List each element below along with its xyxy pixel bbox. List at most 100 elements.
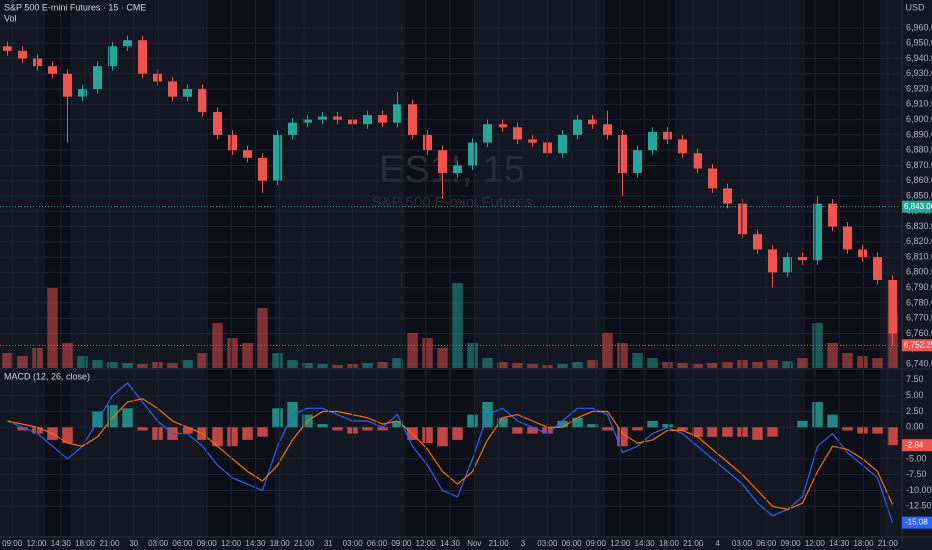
candle-body (453, 165, 462, 174)
candle-body (153, 73, 162, 82)
histogram-bar (32, 427, 43, 434)
x-tick-label: 06:00 (562, 539, 583, 548)
watermark: ES1!, 15 (379, 149, 525, 191)
x-tick-label: 09:00 (197, 539, 218, 548)
candle-body (303, 119, 312, 123)
x-tick-label: 03:00 (148, 539, 169, 548)
volume-bar (152, 362, 163, 368)
volume-bar (272, 353, 283, 368)
volume-bar (617, 343, 628, 368)
candle-body (888, 280, 897, 334)
candle-body (258, 157, 267, 181)
y-tick-label: 6,900.00 (906, 114, 932, 124)
candle-body (693, 153, 702, 169)
y-tick-label: 6,870.00 (906, 160, 932, 170)
histogram-bar (857, 427, 868, 434)
volume-bar (527, 364, 538, 368)
macd-tag (902, 516, 932, 529)
volume-bar (362, 363, 373, 368)
y-tick-label: -12.50 (906, 501, 932, 511)
volume-bar (17, 356, 28, 368)
histogram-bar (437, 427, 448, 447)
volume-title: Vol (4, 13, 17, 23)
histogram-bar (557, 420, 568, 428)
histogram-bar (92, 411, 103, 428)
candle-body (318, 116, 327, 120)
volume-bar (167, 363, 178, 368)
candle-body (33, 58, 42, 67)
candle-body (213, 111, 222, 135)
x-tick-label: 14:30 (829, 539, 850, 548)
y-tick-label: 6,740.00 (906, 358, 932, 368)
candle-body (183, 89, 192, 97)
y-tick-label: -10.00 (906, 485, 932, 495)
volume-bar (437, 348, 448, 368)
histogram-bar (362, 427, 373, 431)
candle-body (288, 122, 297, 135)
x-tick-label: 18:00 (270, 539, 291, 548)
x-tick-label: 21:00 (489, 539, 510, 548)
price-tag-label: 6,843.00 (904, 202, 932, 211)
y-tick-label: 6,800.00 (906, 267, 932, 277)
histogram-bar (257, 427, 268, 437)
candle-body (798, 257, 807, 261)
y-tick-label: 6,850.00 (906, 190, 932, 200)
y-tick-label: 6,830.00 (906, 221, 932, 231)
histogram-bar (317, 424, 328, 428)
y-tick-label: 5.00 (906, 390, 924, 400)
candle-body (243, 150, 252, 158)
candle-body (618, 134, 627, 174)
volume-bar (632, 353, 643, 368)
candle-body (498, 124, 507, 128)
volume-bar (32, 348, 43, 368)
candle-body (753, 234, 762, 250)
volume-bar (557, 364, 568, 368)
candle-body (378, 115, 387, 123)
volume-bar (92, 360, 103, 368)
x-tick-label: Nov (467, 539, 481, 548)
x-tick-label: 14:30 (440, 539, 461, 548)
y-tick-label: 6,880.00 (906, 145, 932, 155)
volume-bar (287, 360, 298, 368)
candle-body (528, 139, 537, 143)
volume-bar (257, 308, 268, 368)
volume-bar (467, 343, 478, 368)
histogram-bar (377, 427, 388, 431)
candle-body (168, 81, 177, 97)
candle-body (483, 124, 492, 143)
y-tick-label: 6,790.00 (906, 282, 932, 292)
watermark-subtitle: S&P 500 E-mini Futures (372, 194, 533, 211)
y-tick-label: 6,820.00 (906, 236, 932, 246)
histogram-bar (392, 420, 403, 428)
histogram-bar (752, 427, 763, 440)
volume-bar (587, 360, 598, 368)
volume-bar (497, 362, 508, 368)
volume-bar (887, 313, 898, 368)
candle-body (768, 249, 777, 273)
volume-bar (122, 363, 133, 368)
price-tag (902, 200, 932, 213)
histogram-bar (617, 427, 628, 447)
x-tick-label: 21:00 (99, 539, 120, 548)
histogram-bar (467, 414, 478, 428)
volume-bar (317, 364, 328, 368)
histogram-bar (122, 408, 133, 428)
candle-body (678, 139, 687, 154)
histogram-bar (512, 427, 523, 434)
chart-title: S&P 500 E-mini Futures · 15 · CME (4, 2, 146, 12)
x-tick-label: 18:00 (853, 539, 874, 548)
volume-bar (212, 323, 223, 368)
volume-bar (482, 358, 493, 368)
volume-bar (602, 333, 613, 368)
x-tick-label: 12:00 (221, 539, 242, 548)
x-tick-label: 18:00 (75, 539, 96, 548)
volume-bar (512, 363, 523, 368)
candle-body (573, 119, 582, 135)
volume-bar (812, 323, 823, 368)
volume-bar (662, 362, 673, 368)
candle-body (63, 73, 72, 97)
x-tick-label: 4 (715, 539, 720, 548)
histogram-bar (152, 427, 163, 440)
candle-body (228, 134, 237, 151)
